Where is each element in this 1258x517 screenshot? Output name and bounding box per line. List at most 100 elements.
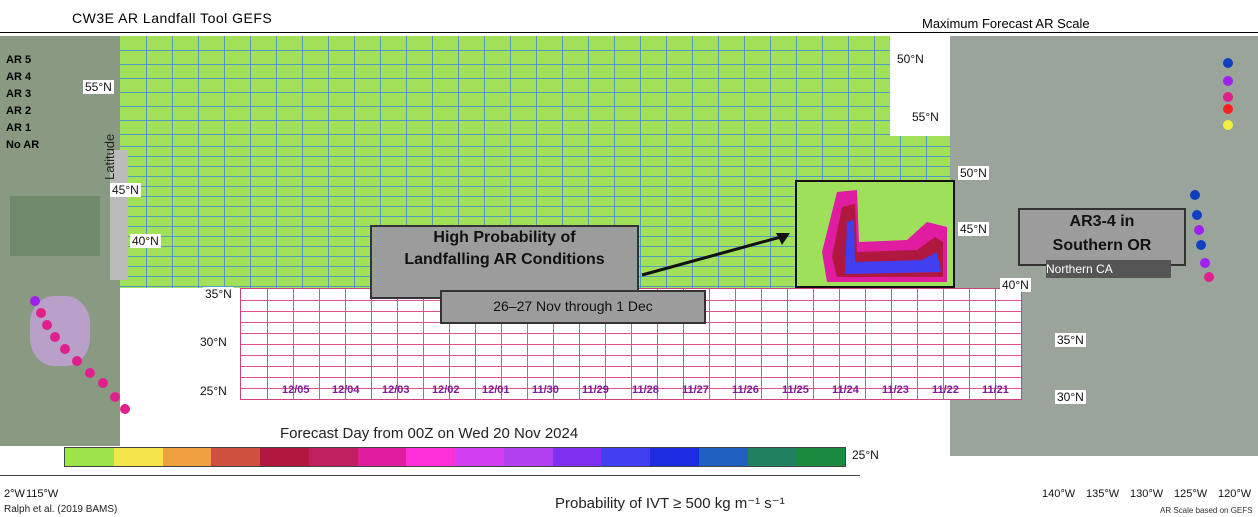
callout-line: Southern OR — [1052, 237, 1152, 254]
grid-line-v — [328, 136, 329, 288]
lon-tick-label: 125°W — [1174, 488, 1208, 500]
colorbar-swatch — [552, 448, 602, 466]
grid-line-v — [172, 136, 173, 288]
left-map-panel — [0, 36, 120, 446]
grid-line-v — [432, 136, 433, 288]
heatmap-upper — [120, 36, 890, 136]
grid-line-h — [241, 366, 1021, 367]
y-tick-label: 40°N — [130, 234, 161, 248]
colorbar-swatch — [357, 448, 407, 466]
grid-line-v — [510, 136, 511, 288]
grid-line-h — [120, 186, 950, 187]
lon-tick-label: 135°W — [1086, 488, 1120, 500]
grid-line-v — [666, 136, 667, 288]
ar-probability-blob — [822, 190, 947, 282]
y-tick-label: 30°N — [198, 335, 229, 349]
x-tick-label: 11/26 — [732, 384, 759, 396]
y-tick-label: 35°N — [203, 287, 234, 301]
ar-legend-item: AR 1 — [6, 122, 32, 134]
grid-line-v — [302, 36, 303, 136]
ar-legend-item: AR 2 — [6, 105, 32, 117]
grid-line-h — [241, 388, 1021, 389]
grid-line-v — [666, 36, 667, 136]
grid-line-v — [380, 136, 381, 288]
ar-legend-item: AR 5 — [6, 54, 32, 66]
grid-line-h — [120, 120, 890, 121]
ar-legend-item: No AR — [6, 139, 40, 151]
ar-scale-dot — [98, 378, 108, 388]
colorbar-swatch — [211, 448, 260, 466]
grid-line-v — [302, 136, 303, 288]
x-tick-label: 11/21 — [982, 384, 1009, 396]
grid-line-v — [822, 36, 823, 136]
lon-tick-label: 140°W — [1042, 488, 1076, 500]
credit-right: AR Scale based on GEFS — [1160, 506, 1253, 515]
grid-line-v — [614, 136, 615, 288]
grid-line-v — [588, 36, 589, 136]
grid-line-v — [146, 136, 147, 288]
grid-line-v — [458, 136, 459, 288]
grid-line-h — [241, 377, 1021, 378]
grid-line-h — [120, 166, 950, 167]
colorbar-swatch — [455, 448, 504, 466]
grid-line-h — [120, 64, 890, 65]
ar-scale-dot — [30, 296, 40, 306]
y-tick-label: 45°N — [110, 183, 141, 197]
y-tick-label: 30°N — [1055, 390, 1086, 404]
latitude-strip — [110, 150, 128, 280]
grid-line-v — [172, 36, 173, 136]
grid-line-v — [354, 36, 355, 136]
callout-arrow — [641, 233, 790, 277]
ar-scale-dot — [110, 392, 120, 402]
ar-scale-dot — [72, 356, 82, 366]
grid-line-h — [120, 216, 950, 217]
y-tick-label: 25°N — [198, 384, 229, 398]
y-tick-label: 55°N — [83, 80, 114, 94]
grid-line-v — [640, 136, 641, 288]
grid-line-v — [276, 136, 277, 288]
x-tick-label: 12/04 — [332, 384, 360, 396]
grid-line-v — [484, 136, 485, 288]
y-tick-label: 35°N — [1055, 333, 1086, 347]
grid-line-h — [120, 78, 890, 79]
grid-line-v — [614, 36, 615, 136]
colorbar-swatch — [113, 448, 163, 466]
colorbar-label: Probability of IVT ≥ 500 kg m⁻¹ s⁻¹ — [555, 495, 785, 512]
ar-scale-dot — [42, 320, 52, 330]
grid-line-v — [250, 36, 251, 136]
terrain-patch — [10, 196, 100, 256]
grid-line-v — [562, 136, 563, 288]
x-tick-label: 12/03 — [382, 384, 410, 396]
y-tick-label: 50°N — [958, 166, 989, 180]
grid-line-v — [796, 36, 797, 136]
ar-scale-dot — [1223, 104, 1233, 114]
grid-line-h — [120, 206, 950, 207]
x-tick-label: 11/22 — [932, 384, 959, 396]
y-tick-label: 40°N — [1000, 278, 1031, 292]
grid-line-v — [484, 36, 485, 136]
callout-high-probability: High Probability of Landfalling AR Condi… — [370, 225, 639, 299]
ar-scale-dot — [1190, 190, 1200, 200]
grid-line-v — [198, 36, 199, 136]
grid-line-v — [692, 136, 693, 288]
x-tick-label: 12/02 — [432, 384, 460, 396]
grid-line-v — [562, 36, 563, 136]
grid-line-h — [241, 333, 1021, 334]
ar-scale-dot — [85, 368, 95, 378]
ar-scale-dot — [1194, 225, 1204, 235]
colorbar-swatch — [162, 448, 212, 466]
title-rule — [0, 32, 1258, 33]
grid-line-v — [224, 36, 225, 136]
x-tick-label: 11/30 — [532, 384, 559, 396]
colorbar-swatch — [503, 448, 553, 466]
colorbar-swatch — [698, 448, 748, 466]
grid-line-h — [120, 156, 950, 157]
ar-scale-dot — [1192, 210, 1202, 220]
y-tick-label: 45°N — [958, 222, 989, 236]
colorbar-swatch — [747, 448, 797, 466]
x-tick-label: 11/24 — [832, 384, 859, 396]
grid-line-h — [120, 92, 890, 93]
ar-scale-dot — [1223, 58, 1233, 68]
y-tick-label: 55°N — [910, 110, 941, 124]
x-tick-label: 11/27 — [682, 384, 709, 396]
